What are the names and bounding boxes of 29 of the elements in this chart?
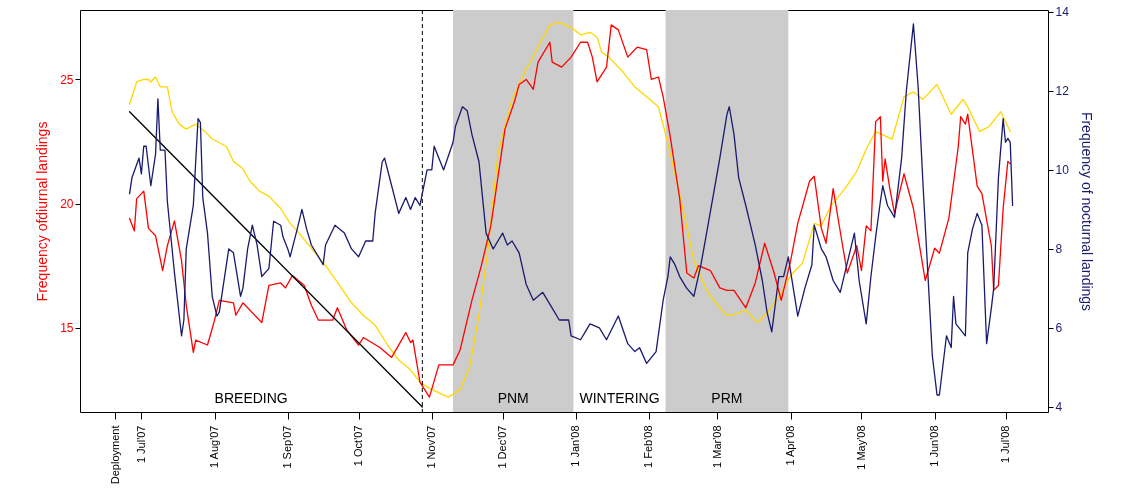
annotation: WINTERING bbox=[579, 390, 660, 406]
x-tick-label: 1 Aug'07 bbox=[208, 425, 221, 468]
y2-tick-label: 4 bbox=[1055, 400, 1063, 415]
x-tick-label: 1 Feb'08 bbox=[642, 425, 655, 468]
x-tick-label: 1 Nov'07 bbox=[425, 425, 438, 469]
y-tick-label: 20 bbox=[60, 197, 74, 212]
x-tick-label: 1 Sep'07 bbox=[281, 425, 294, 469]
y-tick-label: 25 bbox=[60, 72, 74, 87]
x-tick-label: 1 Mar'08 bbox=[710, 425, 723, 468]
x-tick-label: 1 Dec'07 bbox=[496, 425, 509, 469]
x-tick-label: 1 Jan'08 bbox=[569, 425, 582, 467]
x-tick-label: Deployment bbox=[108, 425, 121, 485]
x-tick-label: 1 Jun'08 bbox=[928, 425, 941, 467]
y2-tick-label: 8 bbox=[1055, 242, 1063, 257]
annotation: BREEDING bbox=[214, 390, 288, 406]
y-axis-title: Frequency ofdiurnal landings bbox=[34, 121, 51, 302]
x-tick-label: 1 May'08 bbox=[854, 425, 867, 470]
x-tick-label: 1 Jul'07 bbox=[134, 425, 147, 464]
x-tick-label: 1 Apr'08 bbox=[784, 425, 797, 466]
y2-tick-label: 12 bbox=[1055, 84, 1070, 99]
band-label: PRM bbox=[711, 390, 743, 406]
x-tick-label: 1 Jul'08 bbox=[999, 425, 1011, 464]
y2-tick-label: 14 bbox=[1055, 5, 1070, 20]
y2-tick-label: 6 bbox=[1055, 321, 1063, 336]
x-tick-label: 1 Oct'07 bbox=[352, 425, 365, 467]
y2-axis-title: Frequency of nocturnal landings bbox=[1078, 111, 1095, 312]
band-label: PNM bbox=[497, 390, 529, 406]
y-tick-label: 15 bbox=[60, 321, 74, 336]
y2-tick-label: 10 bbox=[1055, 163, 1070, 178]
